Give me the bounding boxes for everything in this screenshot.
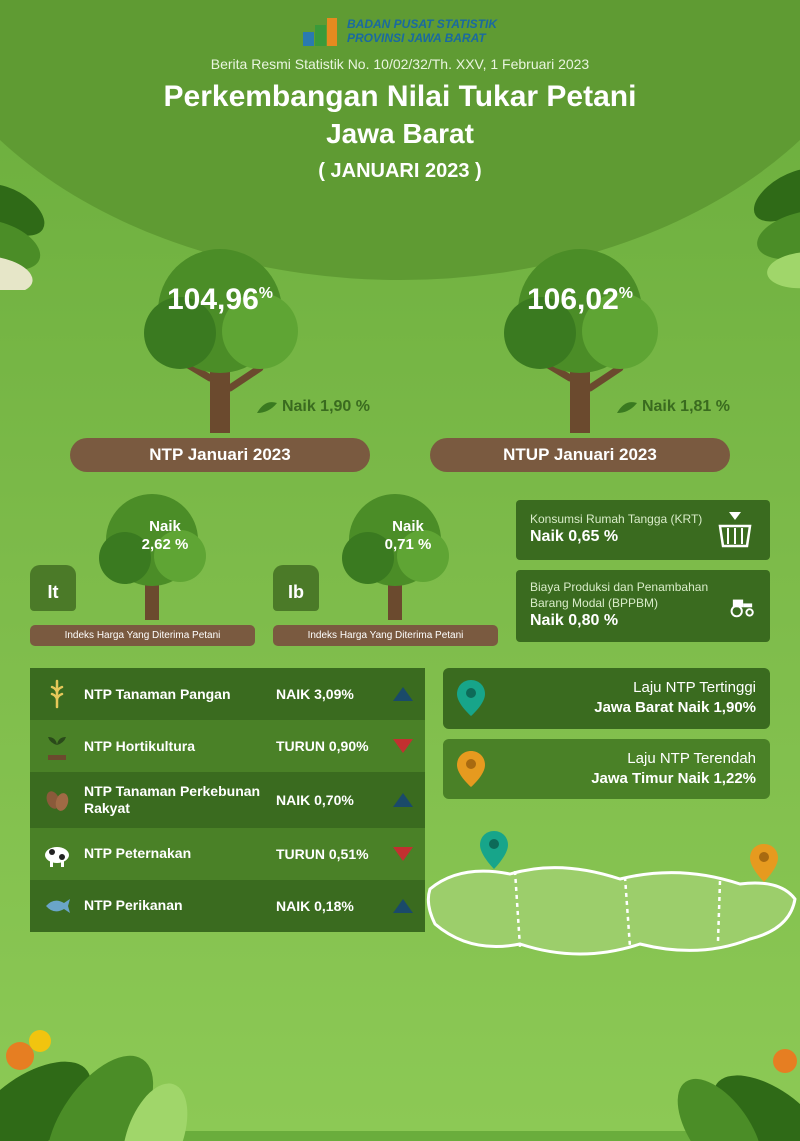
title-line1: Perkembangan Nilai Tukar Petani [0,80,800,114]
pin-orange-icon [457,751,485,787]
ntp-change: TURUN 0,90% [276,738,381,754]
java-map-icon [420,819,800,989]
org-line2: PROVINSI JAWA BARAT [347,32,497,46]
map-area [443,809,770,979]
tree-value: 104,96 [167,283,259,316]
tree-label: NTUP Januari 2023 [430,438,730,472]
arrow-up-icon [393,793,413,807]
rate-line1: Laju NTP Tertinggi [497,678,756,698]
ntp-item-hortikultura: NTP Hortikultura TURUN 0,90% [30,720,425,772]
mid-row: It Naik 2,62 % Indeks Harga Yang Diterim… [0,490,800,646]
arrow-up-icon [393,899,413,913]
leaf-decor-bottom-left [0,961,210,1141]
index-pct: 0,71 % [385,536,432,553]
box-line2: Naik 0,65 % [530,527,702,548]
arrow-down-icon [393,739,413,753]
tree-label: NTP Januari 2023 [70,438,370,472]
period: ( JANUARI 2023 ) [0,160,800,183]
trees-row: 104,96% Naik 1,90 % NTP Januari 2023 106… [0,243,800,472]
ntp-name: NTP Tanaman Perkebunan Rakyat [84,783,264,817]
rate-line1: Laju NTP Terendah [497,749,756,769]
ntp-item-peternakan: NTP Peternakan TURUN 0,51% [30,828,425,880]
small-tree-icon [293,490,478,620]
index-it: It Naik 2,62 % Indeks Harga Yang Diterim… [30,490,255,646]
bottom-row: NTP Tanaman Pangan NAIK 3,09% NTP Hortik… [0,668,800,979]
box-line2: Naik 0,80 % [530,611,729,632]
tree-value: 106,02 [527,283,619,316]
release-line: Berita Resmi Statistik No. 10/02/32/Th. … [0,56,800,72]
arrow-down-icon [393,847,413,861]
header: BADAN PUSAT STATISTIK PROVINSI JAWA BARA… [0,0,800,183]
tractor-icon [729,586,756,626]
ntp-list: NTP Tanaman Pangan NAIK 3,09% NTP Hortik… [30,668,425,979]
index-pct: 2,62 % [142,536,189,553]
rate-line2: Jawa Barat Naik 1,90% [497,698,756,718]
beans-icon [42,785,72,815]
box-krt: Konsumsi Rumah Tangga (KRT) Naik 0,65 % [516,500,770,560]
ntp-name: NTP Tanaman Pangan [84,686,264,703]
tree-ntup: 106,02% Naik 1,81 % NTUP Januari 2023 [430,243,730,472]
index-desc: Indeks Harga Yang Diterima Petani [273,625,498,646]
ntp-item-pangan: NTP Tanaman Pangan NAIK 3,09% [30,668,425,720]
cow-icon [42,839,72,869]
tree-change: Naik 1,90 % [282,398,370,416]
ntp-name: NTP Perikanan [84,897,264,914]
index-code: Ib [273,565,319,611]
right-boxes: Konsumsi Rumah Tangga (KRT) Naik 0,65 % … [516,500,770,642]
fish-icon [42,891,72,921]
tree-ntp: 104,96% Naik 1,90 % NTP Januari 2023 [70,243,370,472]
index-word: Naik [149,518,181,535]
right-col: Laju NTP Tertinggi Jawa Barat Naik 1,90%… [443,668,770,979]
pin-teal-icon [457,680,485,716]
ntp-name: NTP Peternakan [84,845,264,862]
wheat-icon [42,679,72,709]
ntp-change: TURUN 0,51% [276,846,381,862]
title-line2: Jawa Barat [0,118,800,150]
index-desc: Indeks Harga Yang Diterima Petani [30,625,255,646]
leaf-decor-bottom-right [640,981,800,1141]
box-line1: Biaya Produksi dan Penambahan Barang Mod… [530,580,729,611]
ntp-change: NAIK 3,09% [276,686,381,702]
tree-change: Naik 1,81 % [642,398,730,416]
ntp-item-perkebunan: NTP Tanaman Perkebunan Rakyat NAIK 0,70% [30,772,425,828]
ntp-change: NAIK 0,70% [276,792,381,808]
bps-logo-icon [303,18,337,46]
rate-high: Laju NTP Tertinggi Jawa Barat Naik 1,90% [443,668,770,729]
rate-line2: Jawa Timur Naik 1,22% [497,769,756,789]
box-line1: Konsumsi Rumah Tangga (KRT) [530,512,702,528]
small-tree-icon [50,490,235,620]
index-code: It [30,565,76,611]
basket-icon [714,510,756,550]
org-line1: BADAN PUSAT STATISTIK [347,18,497,32]
leaf-icon [615,399,637,415]
ntp-change: NAIK 0,18% [276,898,381,914]
ntp-name: NTP Hortikultura [84,738,264,755]
arrow-up-icon [393,687,413,701]
box-bppbm: Biaya Produksi dan Penambahan Barang Mod… [516,570,770,642]
sprout-icon [42,731,72,761]
leaf-icon [255,399,277,415]
index-word: Naik [392,518,424,535]
ntp-item-perikanan: NTP Perikanan NAIK 0,18% [30,880,425,932]
org-row: BADAN PUSAT STATISTIK PROVINSI JAWA BARA… [0,18,800,46]
rate-low: Laju NTP Terendah Jawa Timur Naik 1,22% [443,739,770,800]
index-ib: Ib Naik 0,71 % Indeks Harga Yang Diterim… [273,490,498,646]
